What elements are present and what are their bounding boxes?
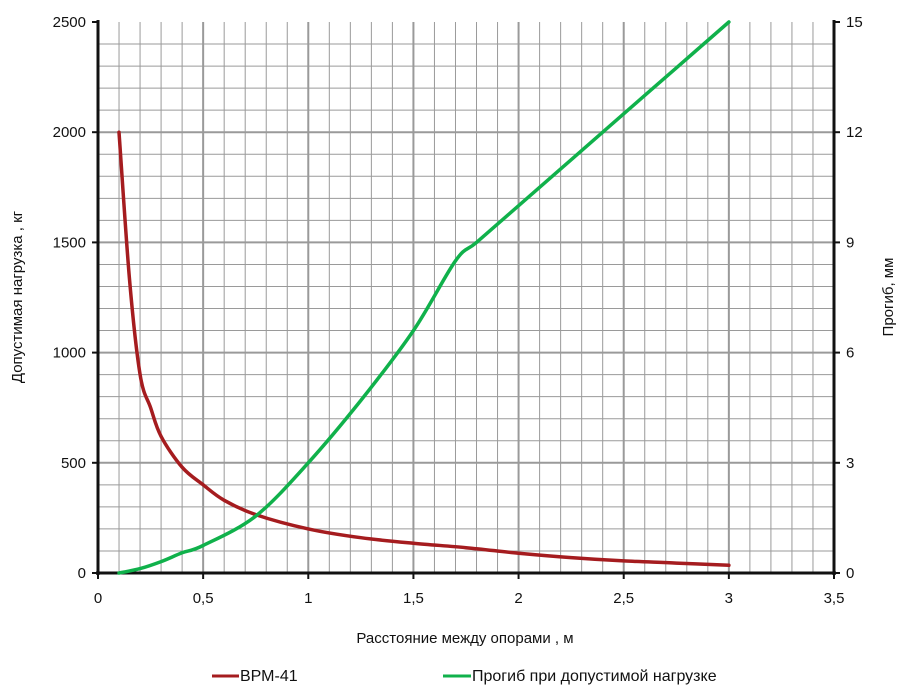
y-left-tick-label: 1000 [53,345,86,362]
x-tick-label: 2,5 [613,590,634,607]
series-line-deflection [117,20,731,575]
y-left-tick-label: 2500 [53,14,86,31]
y-left-tick-label: 1500 [53,234,86,251]
y-right-tick-label: 12 [846,124,863,141]
grid [98,22,834,573]
x-tick-label: 0,5 [193,590,214,607]
series-line-load [117,130,731,568]
axes [92,20,840,579]
y-right-tick-label: 3 [846,455,854,472]
y-left-tick-label: 0 [78,565,86,582]
y-axis-right-title: Прогиб, мм [880,258,897,337]
x-tick-label: 3,5 [824,590,845,607]
y-right-tick-label: 15 [846,14,863,31]
x-axis-title: Расстояние между опорами , м [356,630,573,647]
series [117,20,731,575]
x-tick-label: 1 [304,590,312,607]
x-tick-label: 1,5 [403,590,424,607]
x-tick-label: 0 [94,590,102,607]
x-tick-label: 3 [725,590,733,607]
y-left-tick-label: 500 [61,455,86,472]
y-left-tick-label: 2000 [53,124,86,141]
x-tick-label: 2 [514,590,522,607]
legend-label-load: ВРМ-41 [240,668,298,685]
legend-label-deflection: Прогиб при допустимой нагрузке [472,668,717,685]
y-right-tick-label: 6 [846,345,854,362]
y-right-tick-label: 9 [846,234,854,251]
y-axis-left-title: Допустимая нагрузка , кг [9,210,26,383]
legend: ВРМ-41 Прогиб при допустимой нагрузке [212,668,717,685]
y-right-tick-label: 0 [846,565,854,582]
tick-labels: 0 0,5 1 1,5 2 2,5 3 3,5050010001500200025000369… [53,14,863,607]
